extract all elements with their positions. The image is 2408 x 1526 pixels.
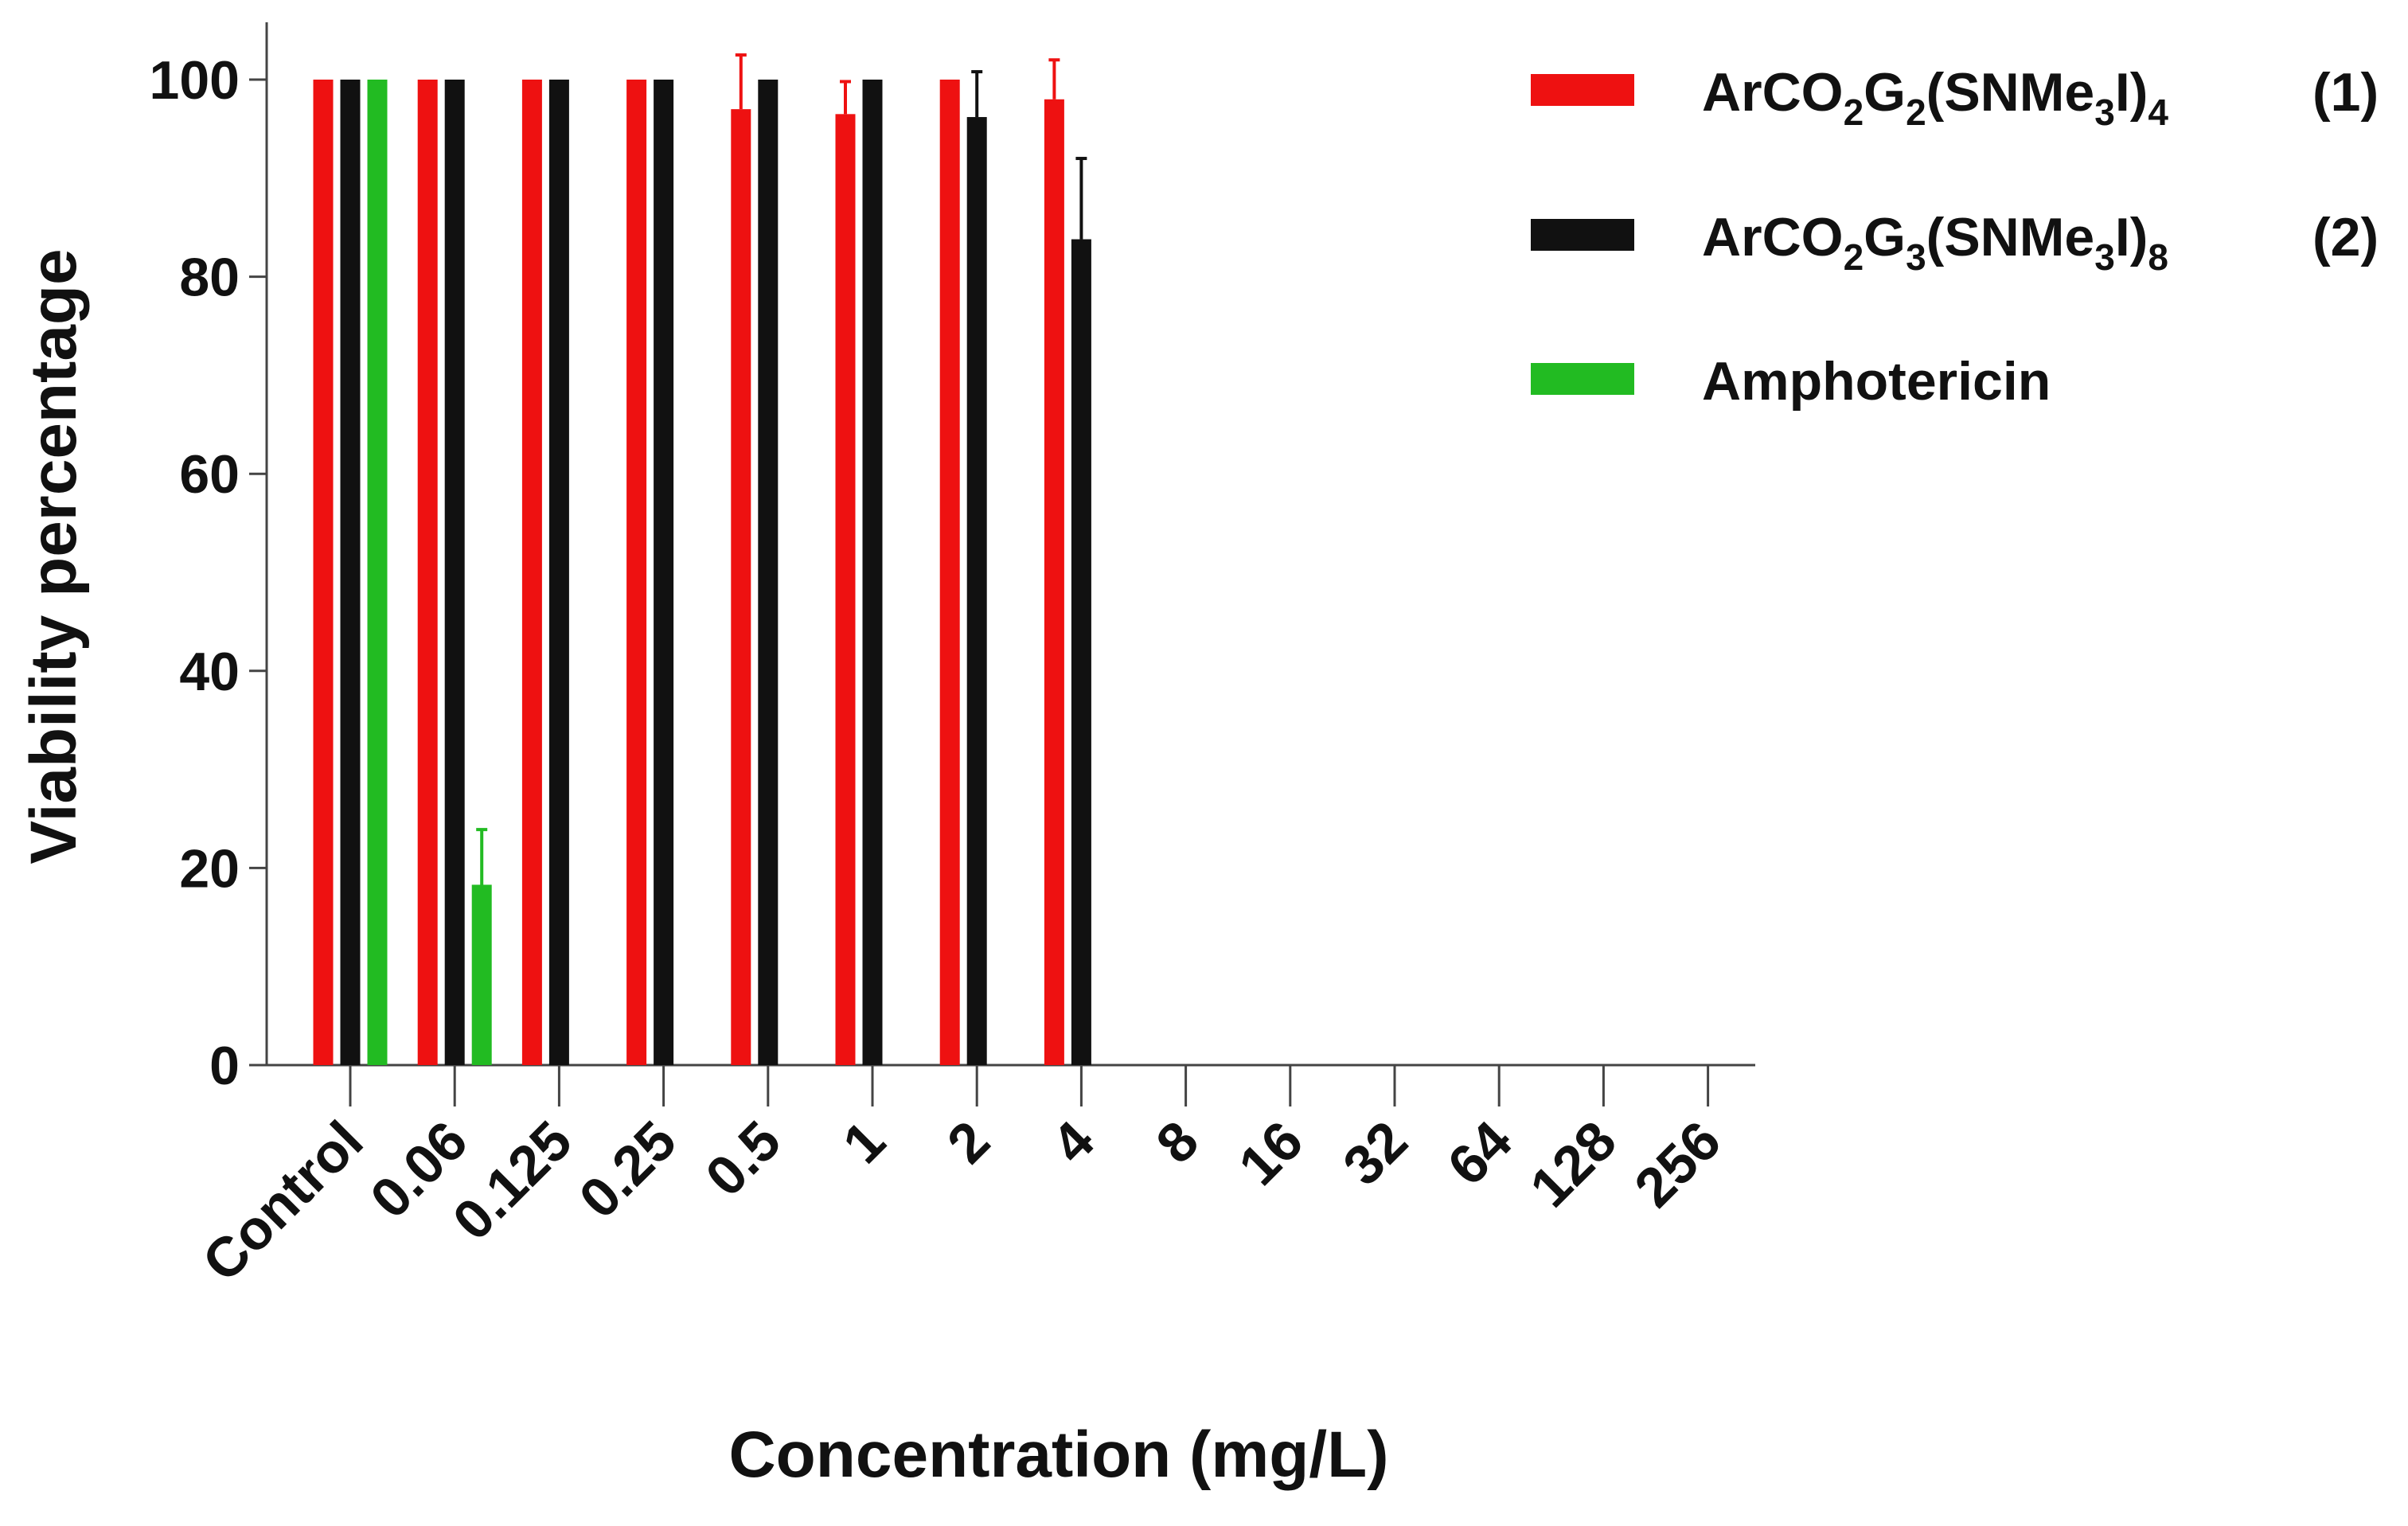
legend-swatch [1531, 219, 1634, 251]
bar [654, 80, 674, 1065]
legend-swatch [1531, 363, 1634, 395]
x-tick-label: 1 [831, 1109, 897, 1175]
legend-label: ArCO2​G3​(SNMe3​I)8​ [1702, 207, 2168, 278]
x-tick-label: 8 [1145, 1109, 1211, 1175]
legend: ArCO2​G2​(SNMe3​I)4​ (1) ArCO2​G3​(SNMe3​I… [1531, 62, 2379, 412]
bar [862, 80, 883, 1065]
y-axis-title: Viability percentage [18, 248, 90, 864]
x-tick-label: 32 [1331, 1109, 1419, 1196]
x-tick-label: 4 [1040, 1109, 1106, 1175]
bar [835, 114, 856, 1066]
bar [340, 80, 361, 1065]
bar [1071, 239, 1091, 1065]
bars-layer [313, 80, 1091, 1066]
x-tick-label: 256 [1622, 1109, 1732, 1219]
y-tick-label: 0 [209, 1036, 240, 1096]
y-tick-label: 80 [179, 248, 240, 308]
legend-label: Amphotericin [1702, 351, 2051, 412]
y-tick-label: 20 [179, 838, 240, 899]
legend-label-tag: (2) [2312, 207, 2379, 267]
bar [731, 109, 751, 1065]
bar [939, 80, 960, 1065]
x-tick-label: 16 [1227, 1109, 1314, 1196]
bar [758, 80, 779, 1065]
bar [471, 884, 492, 1065]
bar [1044, 99, 1064, 1065]
x-tick-label: 0.5 [693, 1109, 792, 1208]
bar [521, 80, 542, 1065]
bar [313, 80, 334, 1065]
legend-label-tag: (1) [2312, 62, 2379, 123]
bar [367, 80, 388, 1065]
bar [548, 80, 569, 1065]
bar [417, 80, 438, 1065]
y-tick-label: 40 [179, 642, 240, 702]
error-bars-layer [476, 53, 1087, 885]
y-tick-label: 100 [150, 50, 240, 111]
x-tick-label: 2 [935, 1109, 1001, 1175]
bar [966, 117, 987, 1066]
bar [444, 80, 465, 1065]
y-tick-label: 60 [179, 444, 240, 505]
x-tick-label: Control [191, 1109, 375, 1293]
x-tick-label: 64 [1436, 1109, 1524, 1196]
x-tick-label: 0.125 [441, 1109, 583, 1251]
x-tick-label: 0.25 [568, 1109, 688, 1229]
x-axis-title: Concentration (mg/L) [728, 1419, 1388, 1491]
bar [626, 80, 647, 1065]
x-tick-label: 128 [1518, 1109, 1628, 1219]
axes-layer [249, 22, 1755, 1106]
legend-swatch [1531, 74, 1634, 106]
legend-label: ArCO2​G2​(SNMe3​I)4​ [1702, 62, 2168, 133]
